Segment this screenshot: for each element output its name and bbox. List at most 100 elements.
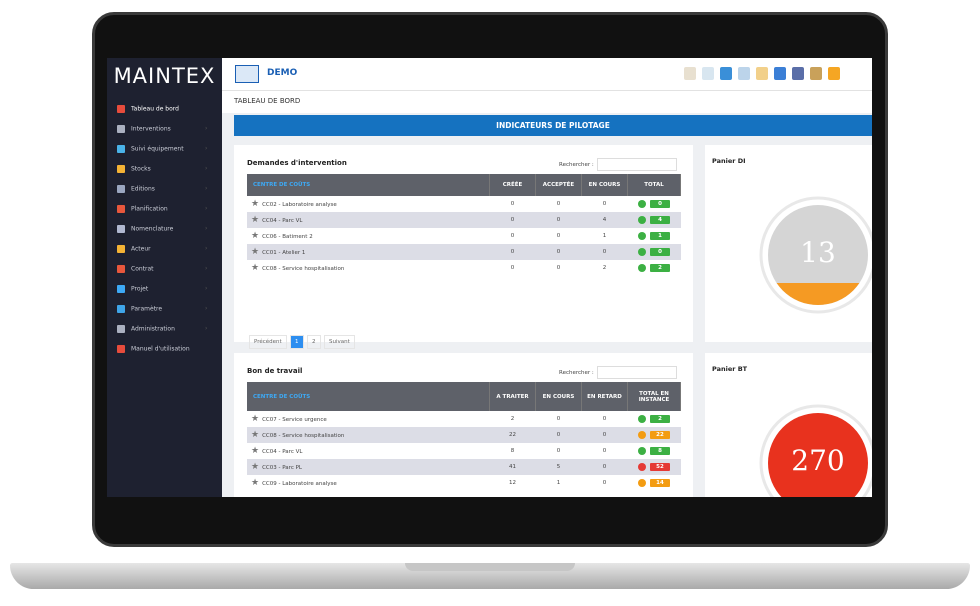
menu-label: Paramètre: [131, 305, 163, 313]
table-row[interactable]: ★ CC07 - Service urgence 2 0 0 2: [247, 411, 681, 427]
total-badge: 0: [650, 248, 670, 256]
status-icon: [638, 447, 646, 455]
cell-value: 0: [489, 244, 536, 260]
toolbar-icon[interactable]: [756, 67, 768, 80]
cell-value: 2: [602, 265, 607, 271]
toolbar-icon[interactable]: [720, 67, 732, 80]
menu-item[interactable]: Administration ›: [117, 325, 207, 333]
menu-item[interactable]: Projet ›: [117, 285, 207, 293]
toolbar-icon[interactable]: [702, 67, 714, 80]
panel-title: Bon de travail: [247, 367, 303, 375]
panier-bt-panel: Panier BT 270: [705, 353, 872, 497]
cost-center: ★ CC03 - Parc PL: [247, 459, 490, 475]
table-row[interactable]: ★ CC08 - Service hospitalisation 22 0 0 22: [247, 427, 681, 443]
status-icon: [638, 264, 646, 272]
toolbar-icon[interactable]: [810, 67, 822, 80]
menu-item[interactable]: Planification ›: [117, 205, 207, 213]
menu-icon: [117, 165, 125, 173]
star-icon: ★: [251, 478, 260, 488]
page-button[interactable]: 1: [290, 335, 304, 349]
menu-item[interactable]: Interventions ›: [117, 125, 207, 133]
total-cell: 52: [627, 459, 681, 475]
menu-item[interactable]: Nomenclature ›: [117, 225, 207, 233]
menu-item[interactable]: Manuel d'utilisation: [117, 345, 190, 353]
toolbar-icon[interactable]: [828, 67, 840, 80]
gauge: [759, 196, 872, 314]
total-cell: 1: [628, 228, 681, 244]
total-badge: 52: [650, 463, 670, 471]
cell-value: 5: [535, 459, 582, 475]
search[interactable]: Rechercher :: [559, 158, 677, 171]
toolbar-icon[interactable]: [792, 67, 804, 80]
logo: [235, 65, 259, 83]
toolbar-icon[interactable]: [774, 67, 786, 80]
table-row[interactable]: ★ CC04 - Parc VL 8 0 0 8: [247, 443, 681, 459]
column-header: EN RETARD: [581, 382, 628, 411]
menu-icon: [117, 185, 125, 193]
star-icon: ★: [251, 263, 260, 273]
search-label: Rechercher :: [559, 162, 594, 168]
menu-item[interactable]: Acteur ›: [117, 245, 207, 253]
menu-item[interactable]: Paramètre ›: [117, 305, 207, 313]
cost-center-name: CC04 - Parc VL: [262, 449, 303, 455]
table-row[interactable]: ★ CC06 - Batiment 2 0 0 1 1: [247, 228, 681, 244]
cell-value: 0: [556, 265, 561, 271]
menu-arrow: ›: [205, 265, 208, 272]
tab[interactable]: TABLEAU DE BORD: [234, 97, 301, 105]
star-icon: ★: [251, 215, 260, 225]
total-badge: 1: [650, 232, 670, 240]
menu-item[interactable]: Suivi équipement ›: [117, 145, 207, 153]
cell-value: 8: [510, 448, 515, 454]
menu-arrow: ›: [205, 185, 208, 192]
total-badge: 14: [650, 479, 670, 487]
menu-item[interactable]: Tableau de bord: [117, 105, 179, 113]
topbar-title[interactable]: DEMO: [267, 68, 298, 78]
cost-center-name: CC02 - Laboratoire analyse: [262, 202, 337, 208]
menu-label: Projet: [131, 285, 149, 293]
menu-icon: [117, 205, 125, 213]
total-cell: 8: [628, 443, 681, 459]
toolbar-icon[interactable]: [738, 67, 750, 80]
column-header: EN COURS: [535, 382, 582, 411]
menu-item[interactable]: Contrat ›: [117, 265, 207, 273]
page-button[interactable]: 2: [307, 335, 321, 349]
header-row: CENTRE DE COÛTS CRÉÉE ACCEPTÉE EN COURS TOTA…: [247, 174, 681, 196]
cost-center: ★ CC08 - Service hospitalisation: [247, 427, 490, 443]
table-row[interactable]: ★ CC08 - Service hospitalisation 0 0 2 2: [247, 260, 681, 276]
brand: MAINTEX: [113, 64, 216, 88]
menu-arrow: ›: [205, 205, 208, 212]
search[interactable]: Rechercher :: [559, 366, 677, 379]
search-input[interactable]: [596, 366, 677, 379]
total-cell: 4: [627, 212, 681, 228]
total-badge: 4: [650, 216, 670, 224]
menu-icon: [117, 245, 125, 253]
cell-value: 0: [489, 212, 536, 228]
column-header: CENTRE DE COÛTS: [247, 382, 490, 411]
menu-item[interactable]: Editions ›: [117, 185, 207, 193]
star-icon: ★: [251, 199, 260, 209]
cell-value: 0: [602, 480, 607, 486]
cost-center: ★ CC09 - Laboratoire analyse: [247, 475, 490, 491]
menu-icon: [117, 125, 125, 133]
cost-center-name: CC07 - Service urgence: [262, 417, 327, 423]
page-button[interactable]: Précédent: [249, 335, 287, 349]
laptop-notch: [405, 563, 575, 571]
table-row[interactable]: ★ CC04 - Parc VL 0 0 4 4: [247, 212, 681, 228]
menu-item[interactable]: Stocks ›: [117, 165, 207, 173]
column-header: EN COURS: [581, 174, 628, 196]
page-button[interactable]: Suivant: [324, 335, 355, 349]
status-icon: [638, 479, 646, 487]
table-row[interactable]: ★ CC02 - Laboratoire analyse 0 0 0 0: [247, 196, 681, 212]
cost-center-name: CC06 - Batiment 2: [262, 234, 313, 240]
gauge-title: Panier BT: [712, 365, 748, 373]
total-badge: 22: [650, 431, 670, 439]
status-icon: [638, 216, 646, 224]
table-row[interactable]: ★ CC03 - Parc PL 41 5 0 52: [247, 459, 681, 475]
cell-value: 0: [556, 233, 561, 239]
cell-value: 0: [510, 265, 515, 271]
toolbar-icon[interactable]: [684, 67, 696, 80]
table-row[interactable]: ★ CC09 - Laboratoire analyse 12 1 0 14: [247, 475, 681, 491]
cell-value: 2: [510, 416, 515, 422]
search-input[interactable]: [596, 158, 677, 171]
